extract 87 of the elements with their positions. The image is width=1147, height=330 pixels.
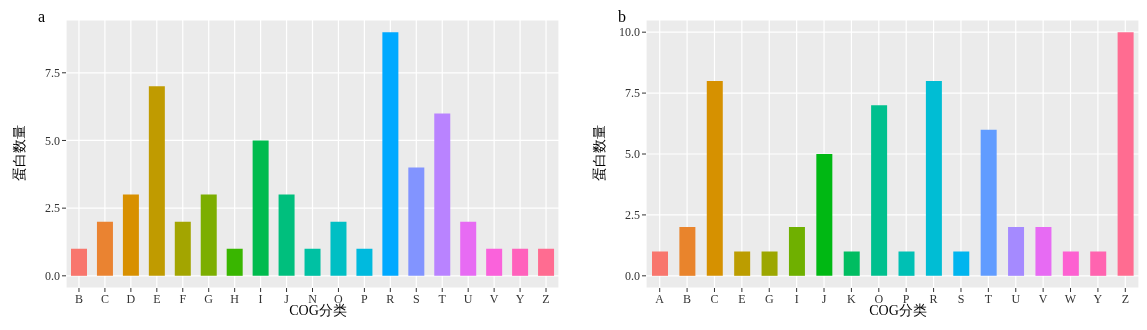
bar bbox=[278, 194, 295, 276]
x-tick-label: E bbox=[153, 291, 161, 306]
x-tick-label: C bbox=[100, 291, 109, 306]
x-tick-label: G bbox=[764, 291, 774, 306]
x-tick-label: I bbox=[794, 291, 799, 306]
bar bbox=[1090, 251, 1107, 276]
bar bbox=[871, 105, 888, 276]
x-tick-label: S bbox=[957, 291, 965, 306]
x-tick-label: F bbox=[179, 291, 187, 306]
x-tick-label: R bbox=[386, 291, 395, 306]
x-tick-label: B bbox=[683, 291, 692, 306]
x-tick-label: J bbox=[821, 291, 827, 306]
y-tick-label: 7.5 bbox=[625, 86, 640, 101]
bar bbox=[174, 221, 191, 276]
bar bbox=[200, 194, 217, 276]
bar bbox=[304, 248, 321, 276]
bar bbox=[330, 221, 347, 276]
bar bbox=[122, 194, 139, 276]
bar bbox=[761, 251, 778, 276]
bar bbox=[96, 221, 113, 276]
bar bbox=[1117, 32, 1134, 276]
x-tick-label: W bbox=[1064, 291, 1077, 306]
bar bbox=[843, 251, 860, 276]
y-tick-label: 5.0 bbox=[45, 133, 60, 148]
x-tick-label: Z bbox=[1121, 291, 1129, 306]
bar bbox=[706, 80, 723, 276]
x-tick-label: N bbox=[308, 291, 318, 306]
bar bbox=[148, 86, 165, 276]
y-tick-label: 7.5 bbox=[45, 66, 60, 81]
chart-title: b bbox=[618, 8, 626, 26]
x-tick-label: Y bbox=[1093, 291, 1103, 306]
x-tick-label: R bbox=[929, 291, 938, 306]
bar bbox=[252, 140, 269, 276]
x-axis-title: COG分类 bbox=[869, 303, 927, 318]
x-tick-label: U bbox=[463, 291, 473, 306]
bar bbox=[788, 227, 805, 276]
x-tick-label: A bbox=[655, 291, 665, 306]
bar bbox=[512, 248, 529, 276]
bar bbox=[460, 221, 477, 276]
bar bbox=[71, 248, 87, 276]
bar bbox=[408, 167, 425, 276]
y-axis-title: 蛋白数量 bbox=[591, 125, 608, 181]
bar bbox=[356, 248, 373, 276]
bar bbox=[1035, 227, 1052, 276]
x-tick-label: Z bbox=[542, 291, 550, 306]
x-tick-label: U bbox=[1011, 291, 1021, 306]
x-tick-label: J bbox=[284, 291, 290, 306]
bar bbox=[925, 80, 942, 276]
x-tick-label: E bbox=[738, 291, 746, 306]
bar bbox=[486, 248, 503, 276]
y-tick-label: 0.0 bbox=[625, 269, 640, 284]
x-tick-label: O bbox=[874, 291, 884, 306]
y-tick-label: 10.0 bbox=[619, 25, 640, 40]
chart-title: a bbox=[38, 8, 46, 26]
bar bbox=[734, 251, 751, 276]
x-tick-label: I bbox=[258, 291, 263, 306]
bar bbox=[226, 248, 243, 276]
bar bbox=[953, 251, 970, 276]
x-tick-label: V bbox=[1038, 291, 1048, 306]
y-tick-label: 5.0 bbox=[625, 147, 640, 162]
x-tick-label: K bbox=[847, 291, 857, 306]
x-tick-label: B bbox=[74, 291, 83, 306]
y-tick-label: 2.5 bbox=[625, 208, 640, 223]
x-tick-label: T bbox=[984, 291, 993, 306]
x-tick-label: C bbox=[710, 291, 719, 306]
bar bbox=[652, 251, 668, 276]
bar bbox=[434, 113, 451, 276]
y-tick-label: 0.0 bbox=[45, 269, 60, 284]
x-tick-label: D bbox=[126, 291, 136, 306]
y-axis-title: 蛋白数量 bbox=[11, 125, 28, 181]
bar bbox=[980, 129, 997, 276]
bar bbox=[898, 251, 915, 276]
bar bbox=[816, 154, 833, 276]
bar bbox=[1008, 227, 1025, 276]
x-axis-title: COG分类 bbox=[289, 303, 347, 318]
x-tick-label: S bbox=[412, 291, 420, 306]
x-tick-label: H bbox=[230, 291, 240, 306]
bar bbox=[1062, 251, 1079, 276]
x-tick-label: G bbox=[204, 291, 214, 306]
bar bbox=[679, 227, 696, 276]
x-tick-label: T bbox=[438, 291, 447, 306]
y-tick-label: 2.5 bbox=[45, 201, 60, 216]
bar bbox=[382, 32, 399, 276]
bar bbox=[538, 248, 555, 276]
x-tick-label: Y bbox=[515, 291, 525, 306]
x-tick-label: V bbox=[489, 291, 499, 306]
x-tick-label: P bbox=[361, 291, 369, 306]
